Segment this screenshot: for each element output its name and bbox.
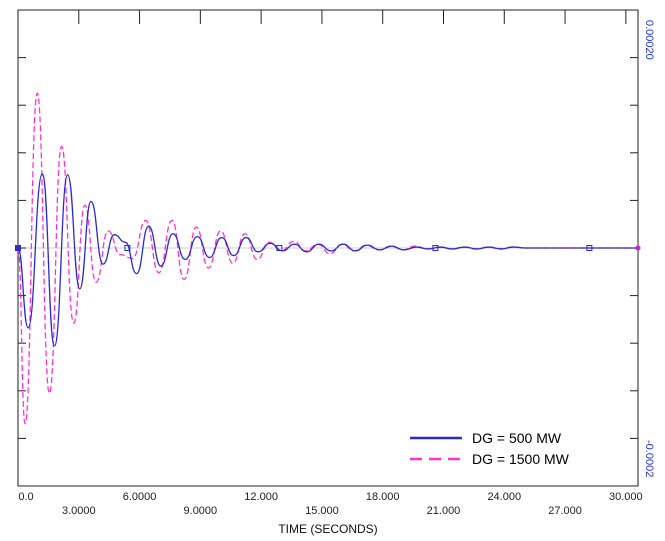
series-marker (586, 245, 593, 251)
series-line-500mw (17, 173, 638, 347)
right-axis-label: -0.0002 (643, 440, 655, 477)
series-marker (124, 245, 131, 251)
x-axis-title: TIME (SECONDS) (278, 522, 377, 536)
legend-label-500mw: DG = 500 MW (472, 430, 562, 446)
series-layer (15, 92, 641, 425)
x-tick-label: 0.0 (18, 491, 33, 503)
x-tick-label: 3.0000 (62, 505, 96, 517)
legend: DG = 500 MW DG = 1500 MW (410, 430, 570, 467)
x-tick-label: 18.000 (366, 491, 400, 503)
x-tick-label: 9.0000 (184, 505, 218, 517)
x-tick-label: 6.0000 (123, 491, 157, 503)
x-tick-label: 27.000 (548, 505, 582, 517)
series-line-1500mw (17, 92, 638, 425)
x-tick-label: 15.000 (305, 505, 339, 517)
legend-label-1500mw: DG = 1500 MW (472, 451, 570, 467)
series-start-marker (15, 245, 21, 251)
x-tick-label: 21.000 (427, 505, 461, 517)
series-end-marker (635, 245, 641, 251)
right-axis-label: 0.00020 (643, 20, 655, 60)
x-tick-label: 12.000 (244, 491, 278, 503)
x-tick-label: 24.000 (487, 491, 521, 503)
x-tick-labels: 0.0 6.0000 12.000 18.000 24.000 30.000 3.0000 9… (18, 491, 642, 517)
x-tick-label: 30.000 (609, 491, 643, 503)
series-marker (276, 245, 283, 251)
top-tick-marks (17, 10, 627, 24)
series-marker (432, 245, 439, 251)
right-axis-labels: 0.00020 -0.0002 (643, 20, 655, 477)
